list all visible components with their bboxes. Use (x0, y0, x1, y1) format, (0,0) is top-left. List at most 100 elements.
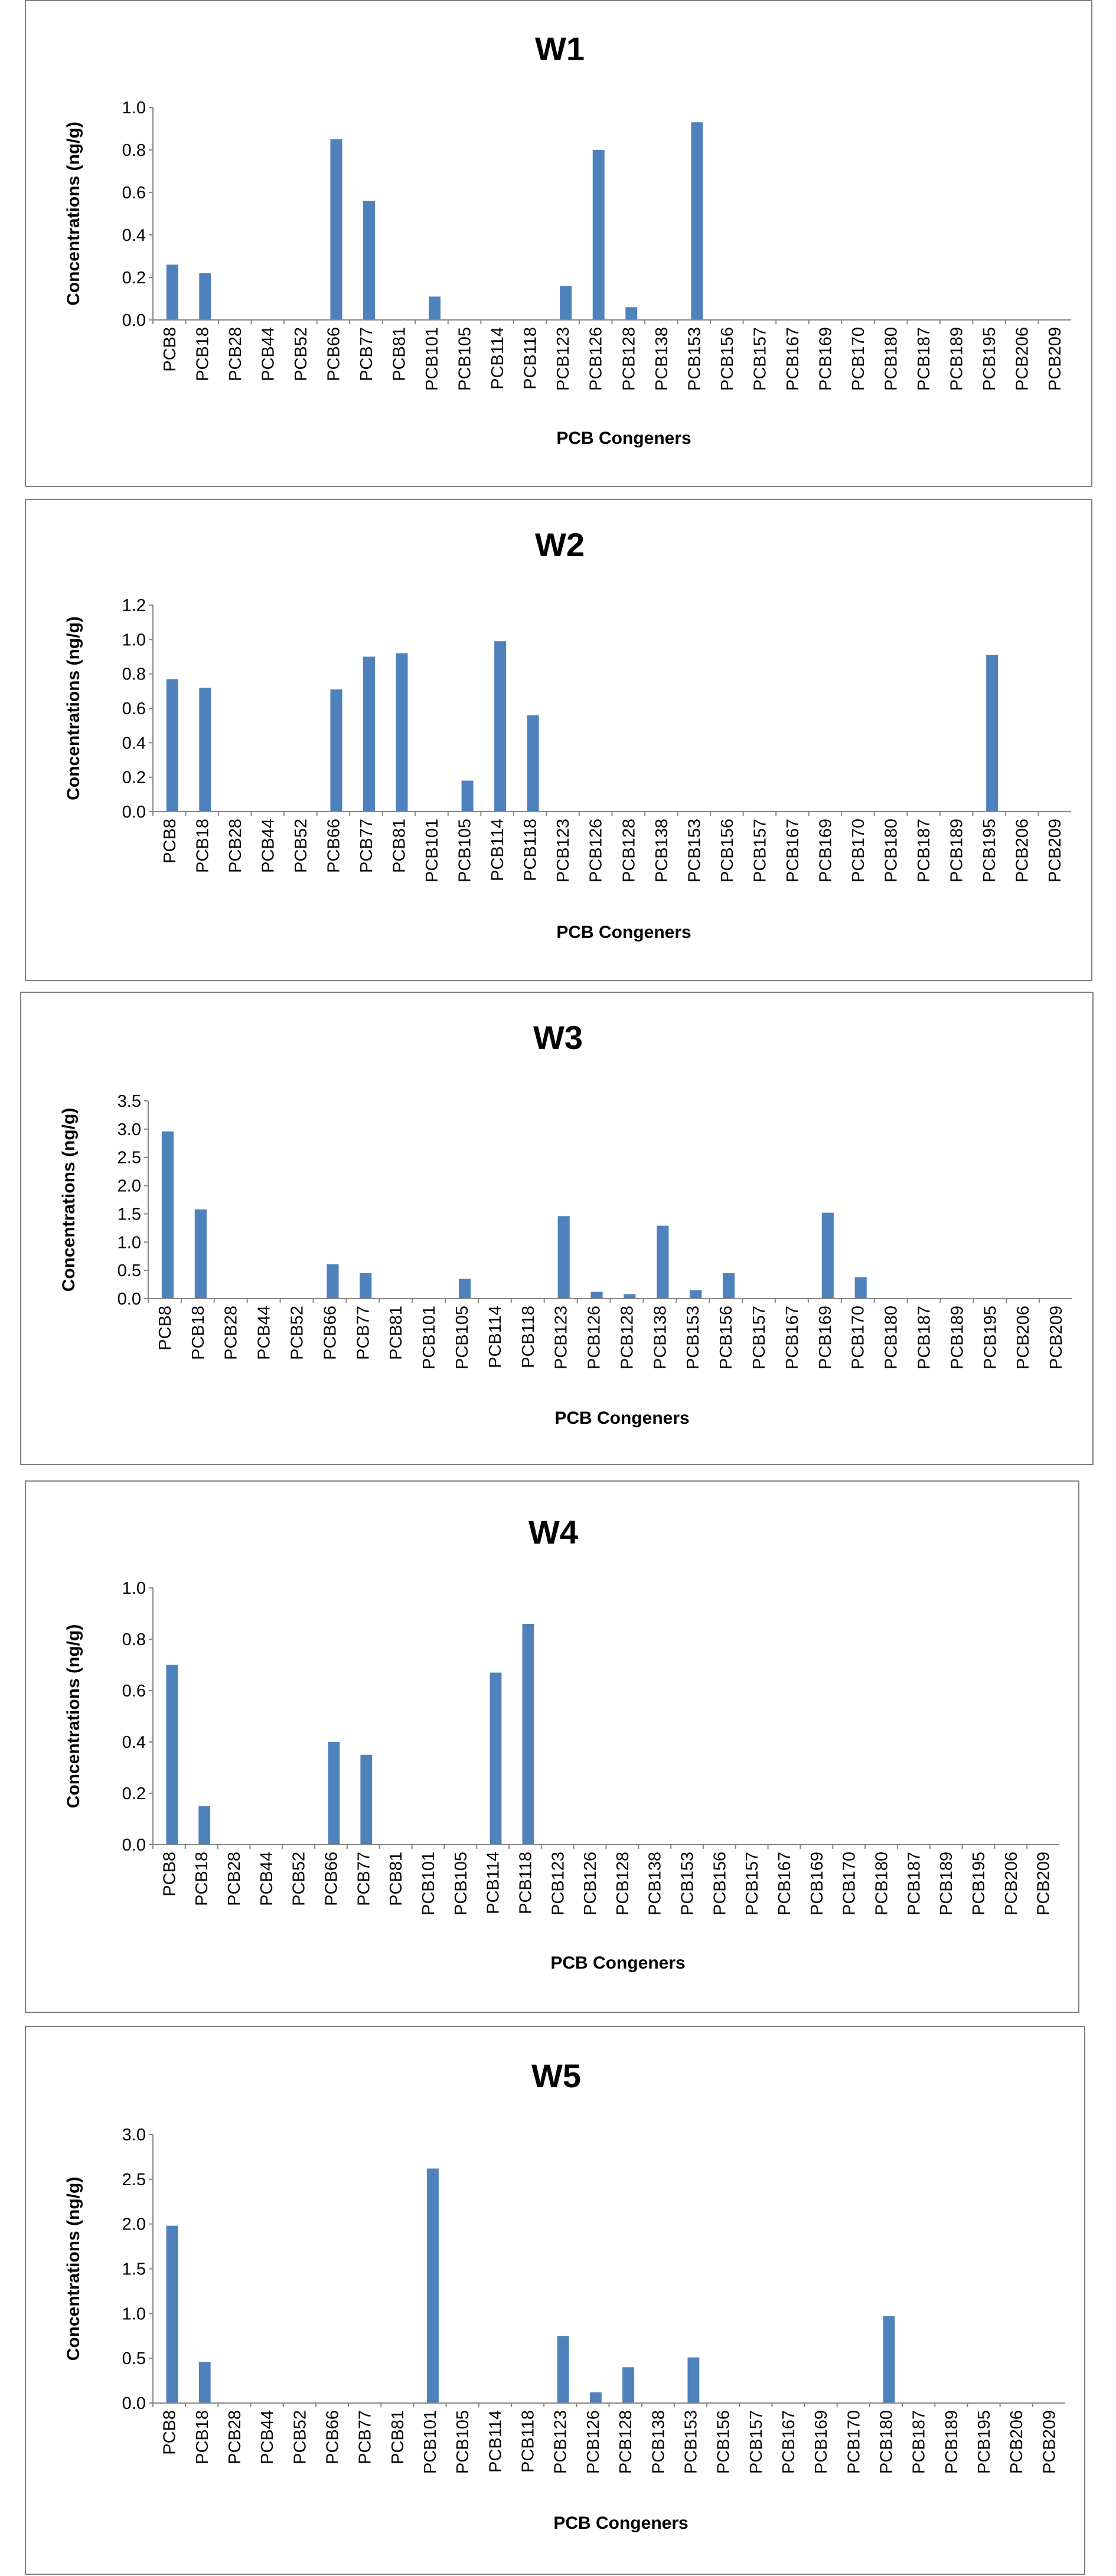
x-tick-label: PCB44 (259, 819, 278, 873)
y-axis-title: Concentrations (ng/g) (64, 122, 83, 306)
x-tick-label: PCB138 (649, 2410, 668, 2474)
bar (592, 150, 605, 320)
y-tick-label: 0.2 (122, 769, 146, 787)
y-tick-label: 0.2 (122, 1784, 146, 1803)
x-tick-label: PCB44 (258, 2410, 277, 2464)
x-tick-label: PCB8 (161, 2410, 180, 2455)
x-tick-label: PCB170 (844, 2410, 863, 2474)
bar (557, 2336, 569, 2403)
x-tick-label: PCB118 (516, 1852, 535, 1914)
y-tick-label: 1.0 (122, 2304, 146, 2323)
x-tick-label: PCB8 (160, 1852, 179, 1897)
bar (429, 296, 441, 320)
x-tick-label: PCB138 (652, 327, 671, 391)
bar (560, 286, 572, 320)
x-tick-label: PCB157 (743, 1852, 762, 1915)
bar (327, 1264, 339, 1299)
chart-panel-w1: W1 0.0 0.2 0.4 0.6 0.8 1.0 PCB8 PCB18 PCB28 PCB44 P… (25, 0, 1092, 487)
y-tick-label: 1.0 (118, 1233, 141, 1252)
y-tick-label: 0.5 (122, 2349, 146, 2368)
x-tick-label: PCB44 (257, 1852, 276, 1906)
bar (360, 1273, 372, 1299)
y-tick-label: 0.0 (122, 1836, 146, 1855)
x-tick-label: PCB167 (779, 2410, 798, 2474)
x-tick-label: PCB138 (646, 1852, 665, 1915)
bar (166, 2225, 178, 2403)
x-tick-label: PCB156 (710, 1852, 729, 1915)
x-tick-label: PCB118 (521, 327, 540, 390)
chart-title: W3 (533, 1019, 583, 1056)
x-tick-label: PCB187 (915, 327, 934, 391)
x-tick-label: PCB189 (942, 2410, 961, 2474)
x-tick-label: PCB156 (718, 819, 737, 882)
y-tick-label: 0.6 (122, 1682, 146, 1701)
y-tick-label: 1.0 (122, 630, 146, 649)
y-tick-label: 0.0 (122, 2394, 146, 2413)
x-tick-label: PCB167 (775, 1852, 794, 1915)
x-tick-label: PCB101 (420, 1306, 439, 1369)
bar (883, 2316, 895, 2403)
x-tick-label: PCB52 (292, 819, 311, 873)
bar (166, 679, 178, 812)
x-tick-label: PCB157 (750, 1306, 769, 1369)
x-axis-title: PCB Congeners (554, 1408, 689, 1428)
y-tick-label: 0.6 (122, 184, 146, 202)
x-tick-label: PCB18 (189, 1306, 208, 1360)
bar-chart-w4: W4 0.0 0.2 0.4 0.6 0.8 1.0 PCB8 PCB18 PCB28 PCB44 P… (64, 1513, 1059, 1973)
x-tick-label: PCB195 (970, 1852, 988, 1915)
x-tick-label: PCB138 (651, 1306, 670, 1369)
bar (986, 655, 998, 812)
x-tick-label: PCB187 (915, 819, 934, 882)
chart-panel-w2: W2 0.0 0.2 0.4 0.6 0.8 1.0 1.2 PCB8 PCB18 PCB28 PCB… (25, 499, 1092, 981)
x-tick-label: PCB52 (288, 1306, 307, 1360)
y-tick-label: 0.8 (122, 665, 146, 684)
x-tick-label: PCB123 (552, 1306, 571, 1369)
y-tick-label: 0.2 (122, 269, 146, 287)
x-tick-label: PCB105 (453, 2410, 472, 2474)
x-tick-label: PCB209 (1046, 327, 1065, 391)
x-tick-label: PCB28 (226, 2410, 244, 2464)
x-tick-label: PCB180 (882, 1306, 901, 1369)
bar (657, 1225, 669, 1299)
bar (330, 689, 342, 812)
x-tick-label: PCB8 (161, 819, 180, 864)
bar (527, 715, 539, 812)
x-tick-label: PCB180 (877, 2410, 896, 2474)
chart-panel-w3: W3 0.0 0.5 1.0 1.5 2.0 2.5 3.0 3.5 PCB8 PCB18 PCB28… (20, 992, 1094, 1465)
chart-title: W5 (531, 2057, 581, 2094)
bar (166, 264, 178, 320)
x-tick-label: PCB206 (1014, 1306, 1033, 1369)
x-tick-label: PCB189 (937, 1852, 956, 1915)
x-tick-label: PCB66 (324, 819, 343, 873)
x-tick-label: PCB28 (226, 327, 245, 381)
x-tick-label: PCB206 (1007, 2410, 1026, 2474)
y-tick-label: 0.4 (122, 1733, 146, 1752)
bar (461, 780, 474, 812)
x-tick-label: PCB114 (484, 1852, 503, 1914)
x-tick-label: PCB170 (840, 1852, 859, 1915)
x-tick-label: PCB170 (849, 819, 868, 882)
x-tick-label: PCB156 (717, 1306, 736, 1369)
x-tick-label: PCB126 (587, 327, 606, 391)
y-tick-label: 3.0 (118, 1120, 141, 1139)
y-tick-label: 0.0 (122, 311, 146, 330)
bar (330, 139, 342, 320)
x-tick-label: PCB123 (552, 2410, 570, 2474)
bar (622, 2367, 634, 2403)
chart-panel-w4: W4 0.0 0.2 0.4 0.6 0.8 1.0 PCB8 PCB18 PCB28 PCB44 P… (25, 1480, 1079, 2013)
x-tick-label: PCB66 (323, 2410, 342, 2464)
x-tick-label: PCB157 (750, 327, 769, 391)
x-tick-label: PCB101 (423, 327, 442, 391)
x-tick-label: PCB81 (387, 1852, 406, 1906)
x-tick-label: PCB206 (1002, 1852, 1021, 1915)
x-tick-label: PCB157 (747, 2410, 766, 2474)
x-tick-label: PCB18 (193, 2410, 212, 2464)
x-tick-label: PCB157 (750, 819, 769, 882)
x-tick-label: PCB18 (192, 1852, 211, 1906)
bar (624, 1294, 636, 1299)
bar (396, 653, 408, 812)
bar (494, 641, 507, 812)
chart-title: W2 (535, 526, 585, 563)
x-tick-label: PCB52 (291, 2410, 309, 2464)
x-tick-label: PCB180 (882, 327, 901, 391)
